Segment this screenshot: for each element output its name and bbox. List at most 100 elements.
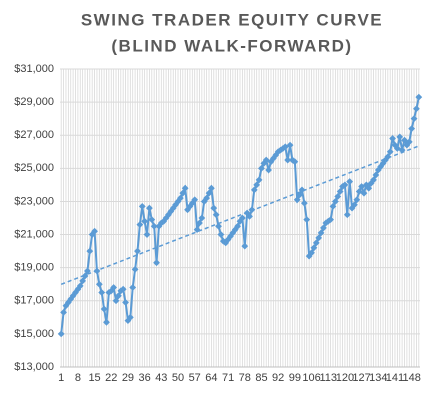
marker (253, 181, 261, 189)
y-tick-label: $29,000 (14, 96, 54, 108)
marker (231, 226, 239, 233)
marker (84, 267, 91, 275)
x-tick-label: 148 (402, 372, 420, 384)
marker (162, 214, 170, 222)
marker (172, 201, 180, 209)
marker (57, 330, 65, 338)
x-tick-label: 85 (255, 372, 267, 384)
marker (148, 216, 156, 224)
marker (348, 204, 356, 212)
marker (272, 151, 280, 159)
marker (315, 234, 323, 242)
marker (222, 239, 230, 247)
x-tick-label: 71 (222, 372, 234, 384)
marker (334, 193, 342, 200)
x-tick-label: 78 (239, 372, 251, 384)
marker (86, 247, 94, 255)
x-tick-label: 64 (205, 372, 217, 384)
marker (336, 188, 344, 195)
marker (303, 216, 311, 224)
marker (384, 153, 392, 161)
marker (138, 203, 146, 210)
marker (146, 204, 153, 212)
x-tick-label: 134 (369, 372, 387, 384)
marker (234, 222, 242, 230)
marker (188, 199, 196, 207)
x-tick-label: 43 (155, 372, 167, 384)
marker (372, 171, 380, 179)
marker (143, 231, 151, 238)
marker (198, 214, 206, 222)
marker (351, 201, 358, 209)
x-tick-label: 113 (319, 372, 337, 384)
marker (131, 265, 139, 273)
x-tick-label: 57 (189, 372, 201, 384)
marker (260, 159, 268, 167)
marker (413, 105, 420, 113)
marker (322, 219, 330, 227)
marker (296, 191, 304, 199)
marker (136, 221, 144, 229)
x-tick-label: 15 (88, 372, 100, 384)
marker (184, 206, 191, 214)
marker (191, 196, 199, 204)
marker (284, 156, 292, 164)
marker (150, 222, 158, 230)
y-tick-label: $21,000 (14, 228, 54, 240)
x-tick-label: 120 (336, 372, 354, 384)
marker (205, 189, 213, 197)
marker (370, 176, 377, 184)
marker (212, 211, 220, 219)
y-tick-label: $19,000 (14, 262, 54, 274)
marker (134, 247, 141, 255)
x-tick-label: 92 (272, 372, 284, 384)
marker (241, 242, 249, 250)
marker (341, 181, 349, 189)
y-tick-label: $13,000 (14, 361, 54, 373)
marker (405, 138, 413, 146)
marker (176, 194, 184, 202)
marker (300, 199, 308, 207)
marker (320, 224, 327, 232)
marker (343, 211, 351, 219)
marker (105, 289, 113, 296)
x-tick-label: 1 (58, 372, 64, 384)
marker (181, 184, 189, 192)
y-tick-label: $15,000 (14, 328, 54, 340)
marker (291, 158, 299, 166)
marker (389, 135, 396, 142)
x-tick-label: 50 (172, 372, 184, 384)
marker (365, 184, 373, 192)
marker (110, 284, 118, 291)
marker (238, 214, 246, 222)
marker (298, 186, 306, 194)
marker (217, 231, 225, 238)
x-tick-label: 127 (352, 372, 370, 384)
y-tick-label: $17,000 (14, 295, 54, 307)
marker (265, 166, 273, 174)
marker (196, 219, 203, 227)
x-tick-label: 141 (386, 372, 404, 384)
marker (327, 216, 334, 224)
marker (308, 249, 315, 257)
marker (207, 184, 215, 192)
y-tick-label: $31,000 (14, 63, 54, 75)
marker (88, 231, 96, 238)
marker (95, 280, 103, 288)
marker (398, 146, 406, 154)
y-tick-label: $23,000 (14, 195, 54, 207)
marker (243, 209, 251, 217)
marker (203, 194, 211, 202)
marker (312, 239, 320, 247)
marker (353, 196, 361, 204)
marker (331, 198, 339, 205)
y-tick-label: $27,000 (14, 129, 54, 141)
trendline (60, 145, 420, 286)
marker (262, 156, 270, 164)
marker (210, 204, 218, 212)
marker (129, 284, 137, 291)
marker (346, 178, 354, 185)
marker (193, 226, 201, 233)
marker (200, 198, 208, 205)
